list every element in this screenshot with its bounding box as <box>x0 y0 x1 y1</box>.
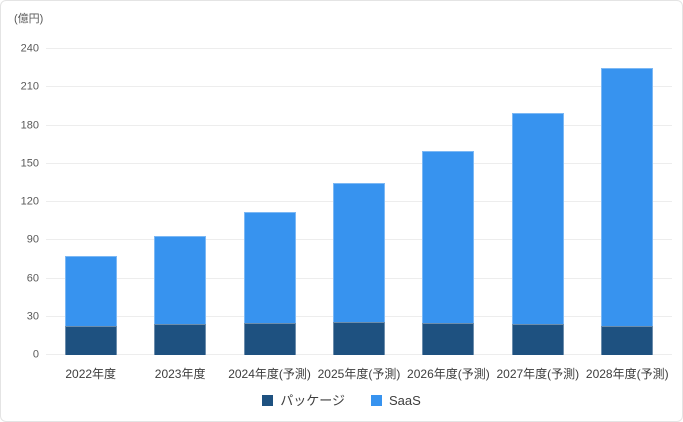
bar-column <box>583 49 672 355</box>
bar-column <box>46 49 135 355</box>
stacked-bar <box>601 68 654 355</box>
y-axis-unit-label: (億円) <box>14 13 44 25</box>
y-tick-label: 150 <box>20 157 39 170</box>
bar-segment-package <box>64 325 117 355</box>
bar-segment-saas <box>422 151 475 324</box>
gridline-180 <box>46 124 672 126</box>
bar-columns <box>46 49 672 355</box>
legend: パッケージ SaaS <box>1 390 682 410</box>
x-axis: 2022年度 2023年度 2024年度(予測) 2025年度(予測) 2026年度(予… <box>46 364 672 384</box>
y-tick-label: 30 <box>26 310 39 323</box>
y-tick-label: 240 <box>20 42 39 55</box>
legend-item-package: パッケージ <box>262 394 345 407</box>
y-tick-label: 180 <box>20 119 39 131</box>
y-tick-label: 120 <box>20 195 39 208</box>
bar-segment-saas <box>601 68 654 326</box>
bar-segment-saas <box>154 236 207 325</box>
legend-swatch-icon <box>370 394 382 406</box>
bar-segment-saas <box>511 112 564 325</box>
gridline-240 <box>46 48 672 49</box>
y-axis: 0 30 60 90 120 150 180 210 240 <box>1 43 39 360</box>
x-axis-label: 2026年度(予測) <box>407 366 490 381</box>
legend-item-saas: SaaS <box>370 392 421 408</box>
x-axis-label: 2025年度(予測) <box>317 366 401 381</box>
bar-segment-saas <box>243 212 296 324</box>
y-tick-label: 90 <box>26 233 39 246</box>
stacked-bar <box>332 182 385 355</box>
gridline-210 <box>46 86 672 88</box>
bar-segment-package <box>601 325 654 355</box>
bar-segment-saas <box>64 255 117 326</box>
legend-label: パッケージ <box>280 392 345 408</box>
x-axis-label: 2027年度(予測) <box>496 366 580 381</box>
x-axis-label: 2028年度(予測) <box>585 366 669 381</box>
bar-column <box>314 49 403 355</box>
y-tick-label: 60 <box>26 272 39 284</box>
legend-label: SaaS <box>388 392 421 408</box>
stacked-bar <box>511 112 564 355</box>
bar-segment-package <box>154 324 207 355</box>
stacked-bar <box>154 236 207 355</box>
stacked-bar <box>243 212 296 355</box>
gridline-150 <box>46 162 672 164</box>
bar-segment-package <box>511 324 564 355</box>
bar-segment-package <box>422 323 475 355</box>
bar-column <box>225 49 314 355</box>
bar-column <box>135 49 224 355</box>
bar-segment-package <box>243 323 296 355</box>
plot-area <box>46 48 672 355</box>
x-axis-label: 2022年度 <box>65 366 117 381</box>
y-tick-label: 0 <box>32 348 39 361</box>
y-tick-label: 210 <box>20 80 39 93</box>
legend-swatch-icon <box>262 394 274 406</box>
x-axis-label: 2023年度 <box>154 366 206 381</box>
bar-column <box>493 49 582 355</box>
stacked-bar <box>64 255 117 355</box>
bar-segment-package <box>332 321 385 355</box>
stacked-bar <box>422 151 475 355</box>
x-axis-label: 2024年度(予測) <box>228 366 311 381</box>
bar-segment-saas <box>332 182 385 322</box>
bar-column <box>404 49 493 355</box>
